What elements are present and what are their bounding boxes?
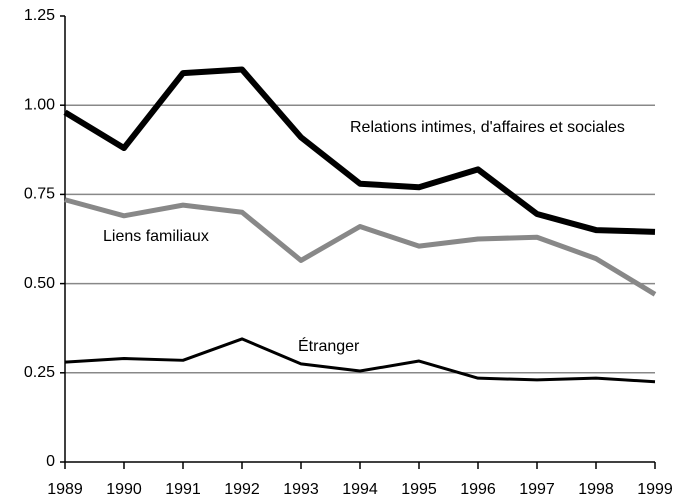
x-tick-label: 1990 [106, 481, 142, 498]
series-line [63, 66, 656, 235]
x-tick-label: 1997 [519, 481, 555, 498]
x-tick-label: 1992 [224, 481, 260, 498]
y-tick-label: 0 [46, 453, 55, 470]
x-tick-label: 1998 [578, 481, 614, 498]
series-line [64, 337, 656, 384]
series-line [64, 197, 657, 297]
x-tick-label: 1995 [401, 481, 437, 498]
x-tick-label: 1993 [283, 481, 319, 498]
series-label: Liens familiaux [103, 228, 209, 245]
x-tick-label: 1996 [460, 481, 496, 498]
x-tick-label: 1991 [165, 481, 201, 498]
y-tick-label: 0.25 [24, 364, 55, 381]
y-tick-label: 0.75 [24, 186, 55, 203]
x-tick-label: 1989 [47, 481, 83, 498]
series-label: Relations intimes, d'affaires et sociale… [350, 119, 625, 136]
y-tick-label: 0.50 [24, 275, 55, 292]
x-tick-label: 1999 [637, 481, 673, 498]
y-tick-label: 1.25 [24, 7, 55, 24]
x-tick-label: 1994 [342, 481, 378, 498]
y-tick-label: 1.00 [24, 96, 55, 113]
series-label: Étranger [298, 338, 360, 355]
